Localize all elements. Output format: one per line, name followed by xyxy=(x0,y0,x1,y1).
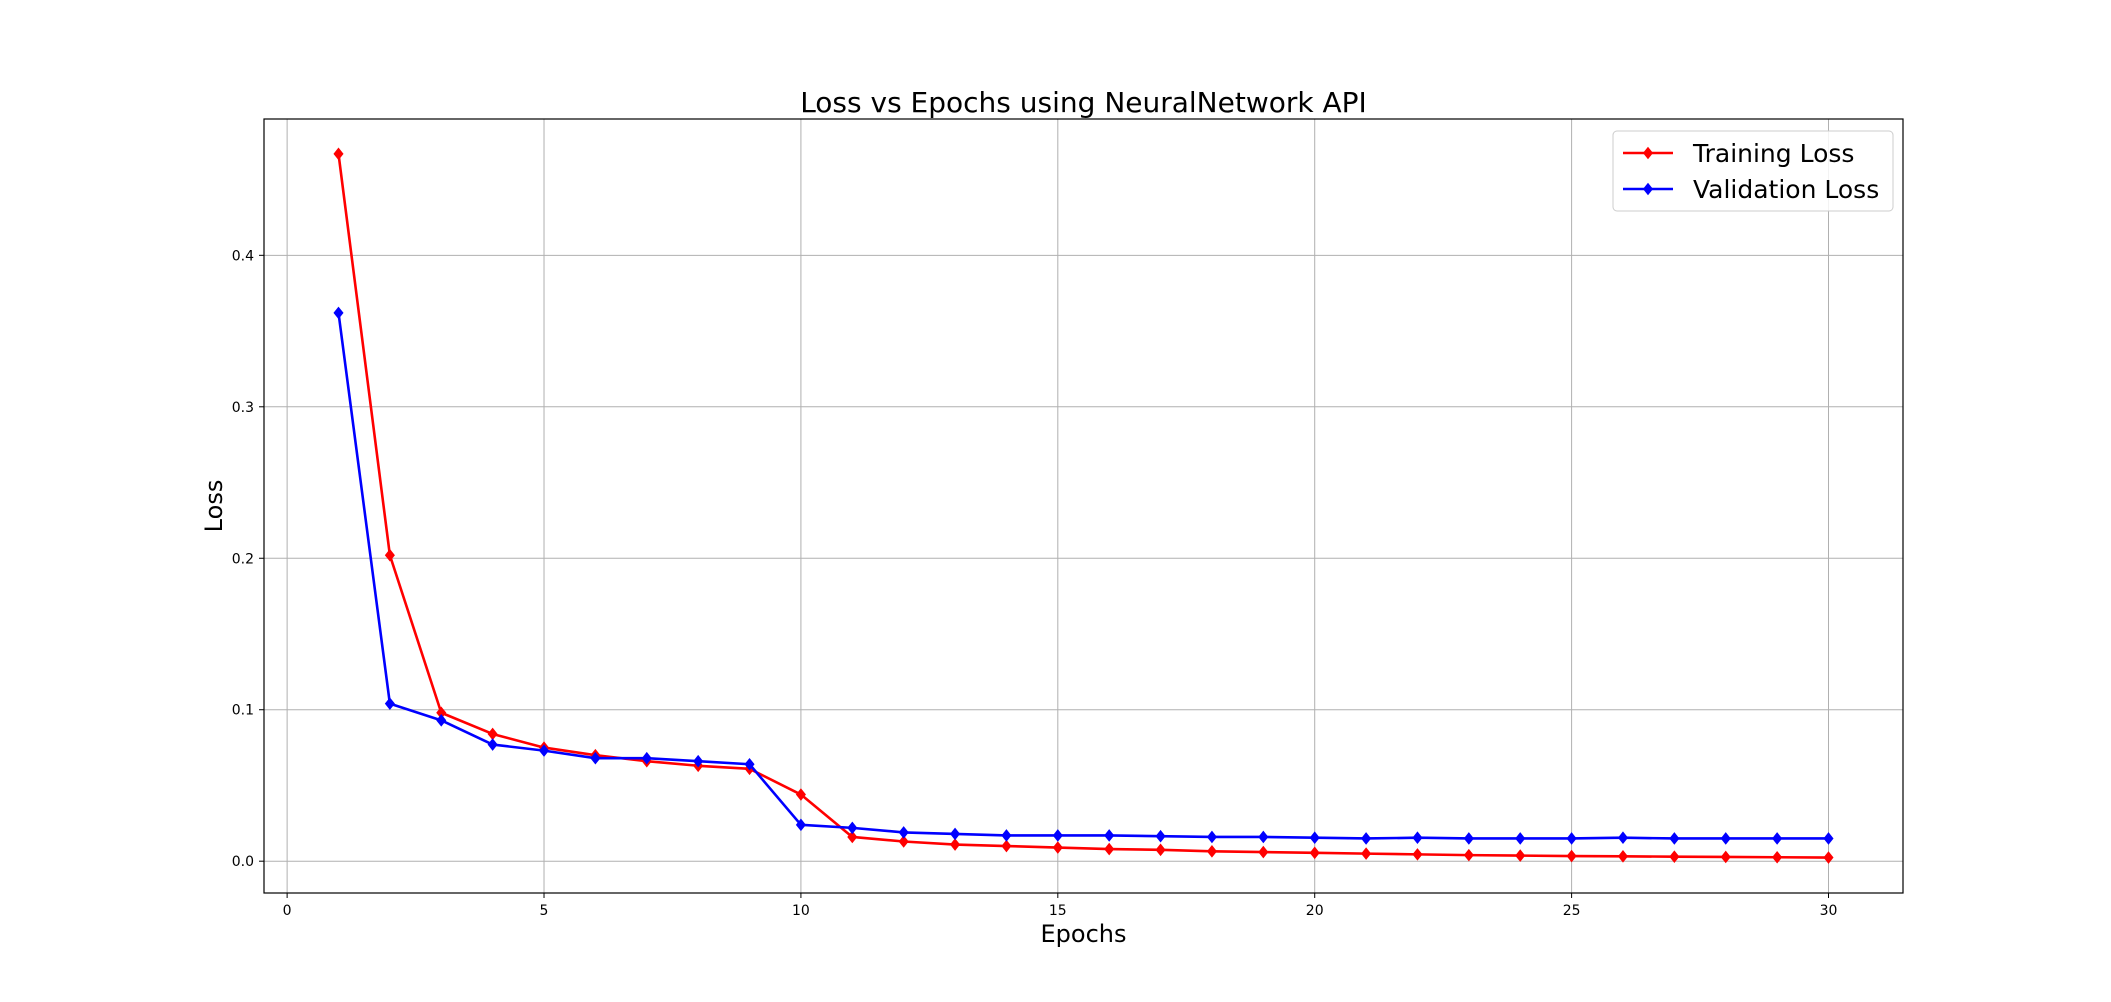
training-loss-point xyxy=(1463,848,1474,862)
training-loss-point xyxy=(1052,841,1063,854)
validation-loss-point xyxy=(333,306,344,320)
x-axis-label: Epochs xyxy=(1041,920,1127,948)
validation-loss-point xyxy=(950,827,961,841)
training-loss-point xyxy=(1772,850,1783,864)
validation-loss-point xyxy=(1361,832,1372,845)
validation-loss-point xyxy=(641,751,652,765)
validation-loss-point xyxy=(1720,832,1731,845)
validation-loss-point xyxy=(1772,832,1783,845)
validation-loss-point xyxy=(1258,830,1269,844)
training-loss-point xyxy=(384,548,395,562)
validation-loss-point xyxy=(898,826,909,839)
grid-lines xyxy=(264,119,1903,893)
validation-loss-point xyxy=(1823,832,1834,845)
validation-loss-point xyxy=(384,697,395,710)
validation-loss-point xyxy=(1669,832,1680,845)
validation-loss-point xyxy=(1104,829,1115,842)
legend-box xyxy=(1612,130,1894,212)
training-loss-point xyxy=(1669,850,1680,863)
validation-loss-point xyxy=(1206,830,1217,844)
training-loss-point xyxy=(1823,851,1834,864)
validation-loss-point xyxy=(1412,831,1423,845)
training-loss-point xyxy=(1104,842,1115,856)
x-tick-label: 20 xyxy=(1306,903,1324,919)
validation-loss-point xyxy=(590,751,601,765)
training-loss-point xyxy=(333,147,344,161)
training-loss-point xyxy=(1515,849,1526,862)
chart-title: Loss vs Epochs using NeuralNetwork API xyxy=(800,86,1367,119)
training-loss-point xyxy=(1258,845,1269,859)
x-tick-label: 25 xyxy=(1563,903,1581,919)
training-loss-point xyxy=(795,788,806,801)
training-loss-point xyxy=(847,830,858,844)
x-tick-label: 30 xyxy=(1820,903,1838,919)
training-loss-line xyxy=(337,153,1829,859)
training-loss-point xyxy=(950,838,961,851)
y-tick-label: 0.3 xyxy=(232,400,254,416)
x-tick-label: 5 xyxy=(540,903,549,919)
validation-loss-point xyxy=(1515,832,1526,845)
validation-loss-point xyxy=(1052,829,1063,842)
validation-loss-point xyxy=(795,818,806,832)
y-tick-label: 0.1 xyxy=(232,703,254,719)
x-tick-label: 10 xyxy=(792,903,810,919)
training-loss-point xyxy=(1309,846,1320,860)
validation-loss-point xyxy=(1001,829,1012,842)
training-loss-point xyxy=(1720,850,1731,864)
training-loss-point xyxy=(1566,849,1577,863)
training-loss-legend-label: Training Loss xyxy=(1692,139,1854,168)
training-loss-series xyxy=(333,147,1834,864)
validation-loss-point xyxy=(1309,831,1320,845)
validation-loss-point xyxy=(693,754,704,768)
validation-loss-line xyxy=(337,312,1829,840)
validation-loss-point xyxy=(744,757,755,771)
validation-loss-legend-marker xyxy=(1642,182,1654,196)
series-layer xyxy=(333,147,1834,864)
validation-loss-legend-label: Validation Loss xyxy=(1693,175,1879,204)
validation-loss-point xyxy=(538,744,550,757)
validation-loss-point xyxy=(1155,829,1166,843)
training-loss-point xyxy=(1361,847,1372,860)
training-loss-point xyxy=(1617,850,1629,863)
validation-loss-point xyxy=(1566,832,1577,845)
y-tick-label: 0.0 xyxy=(232,854,254,870)
x-tick-label: 0 xyxy=(283,903,292,919)
training-loss-point xyxy=(1412,848,1423,861)
plot-frame xyxy=(263,118,1904,894)
legend: Training Loss Validation Loss xyxy=(1612,130,1894,212)
y-tick-label: 0.2 xyxy=(232,551,254,567)
validation-loss-point xyxy=(487,738,498,751)
validation-loss-point xyxy=(436,714,447,727)
training-loss-point xyxy=(898,835,909,848)
y-tick-label: 0.4 xyxy=(232,248,254,264)
validation-loss-series xyxy=(333,306,1834,845)
validation-loss-point xyxy=(847,821,858,835)
training-loss-point xyxy=(1206,845,1217,858)
y-axis-label: Loss xyxy=(200,480,228,533)
training-loss-point xyxy=(1001,839,1012,853)
x-tick-label: 15 xyxy=(1049,903,1067,919)
axis-ticks: 0 5 10 15 20 25 30 0.0 0.1 0.2 0.3 0.4 xyxy=(232,248,1838,919)
training-loss-point xyxy=(1155,843,1166,857)
validation-loss-point xyxy=(1463,832,1474,845)
training-loss-legend-marker xyxy=(1642,146,1654,160)
validation-loss-point xyxy=(1617,831,1629,845)
